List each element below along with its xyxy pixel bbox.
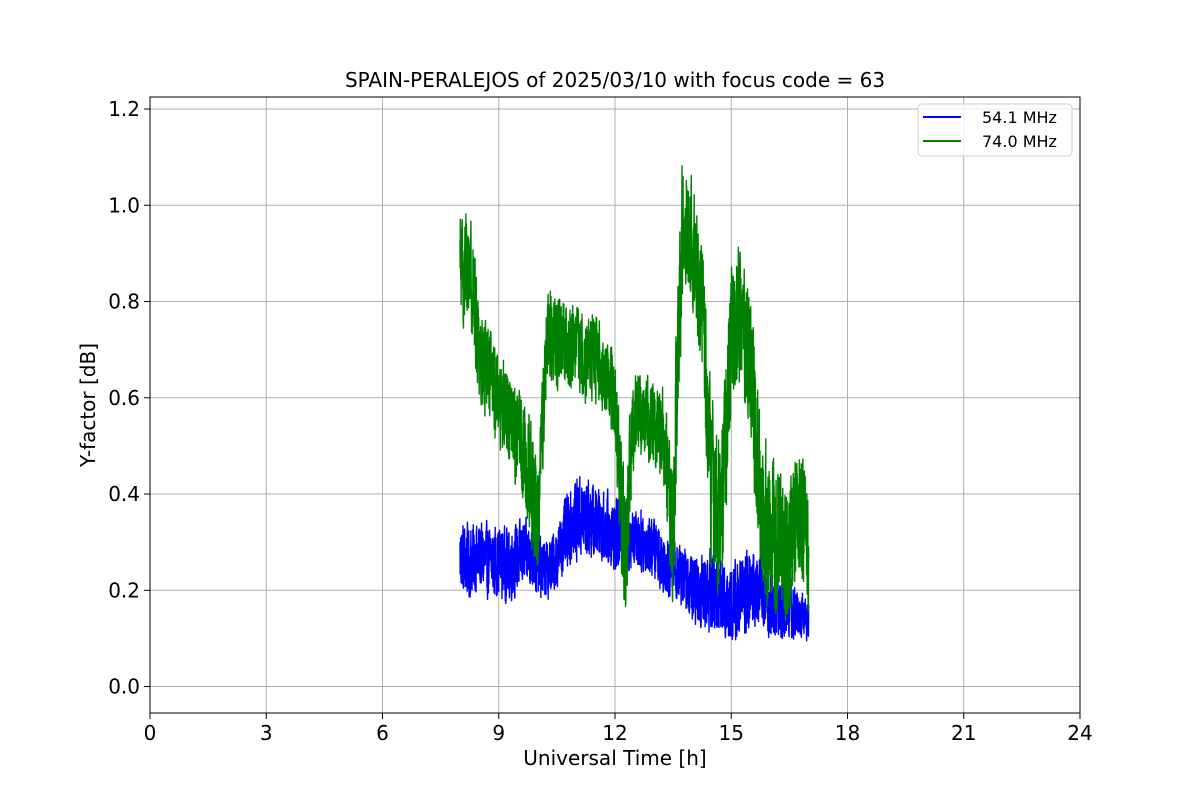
y-axis-ticks: 0.0 0.2 0.4 0.6 0.8 1.0 1.2 [108, 97, 150, 699]
y-tick-label: 0.4 [108, 482, 140, 506]
x-tick-label: 9 [492, 721, 505, 745]
y-tick-label: 0.8 [108, 290, 140, 314]
x-tick-label: 24 [1067, 721, 1092, 745]
x-axis-label: Universal Time [h] [523, 746, 706, 770]
y-axis-label: Y-factor [dB] [76, 343, 100, 468]
series-layer [459, 165, 810, 642]
x-tick-label: 21 [951, 721, 976, 745]
x-tick-label: 6 [376, 721, 389, 745]
x-axis-ticks: 0 3 6 9 12 15 18 21 24 [144, 713, 1093, 745]
x-tick-label: 15 [719, 721, 744, 745]
x-tick-label: 12 [602, 721, 627, 745]
series-line-541mhz [459, 476, 810, 642]
series-line-740mhz [459, 165, 810, 622]
legend-label-74mhz: 74.0 MHz [982, 132, 1057, 151]
y-tick-label: 0.6 [108, 386, 140, 410]
x-tick-label: 0 [144, 721, 157, 745]
chart-title: SPAIN-PERALEJOS of 2025/03/10 with focus… [345, 68, 885, 92]
y-tick-label: 0.0 [108, 675, 140, 699]
legend: 54.1 MHz 74.0 MHz [917, 103, 1073, 157]
y-tick-label: 1.2 [108, 97, 140, 121]
x-tick-label: 18 [835, 721, 860, 745]
legend-label-54mhz: 54.1 MHz [982, 108, 1057, 127]
y-tick-label: 0.2 [108, 578, 140, 602]
x-tick-label: 3 [260, 721, 273, 745]
y-tick-label: 1.0 [108, 193, 140, 217]
